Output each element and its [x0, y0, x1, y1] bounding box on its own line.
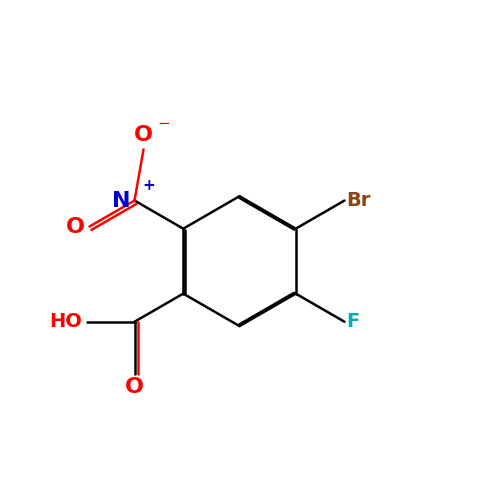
Text: O: O	[125, 377, 144, 397]
Text: HO: HO	[50, 312, 82, 331]
Text: F: F	[347, 312, 360, 331]
Text: O: O	[134, 125, 153, 145]
Text: N: N	[112, 191, 130, 211]
Text: +: +	[142, 178, 155, 193]
Text: O: O	[66, 217, 85, 237]
Text: Br: Br	[347, 191, 371, 210]
Text: −: −	[158, 116, 170, 131]
